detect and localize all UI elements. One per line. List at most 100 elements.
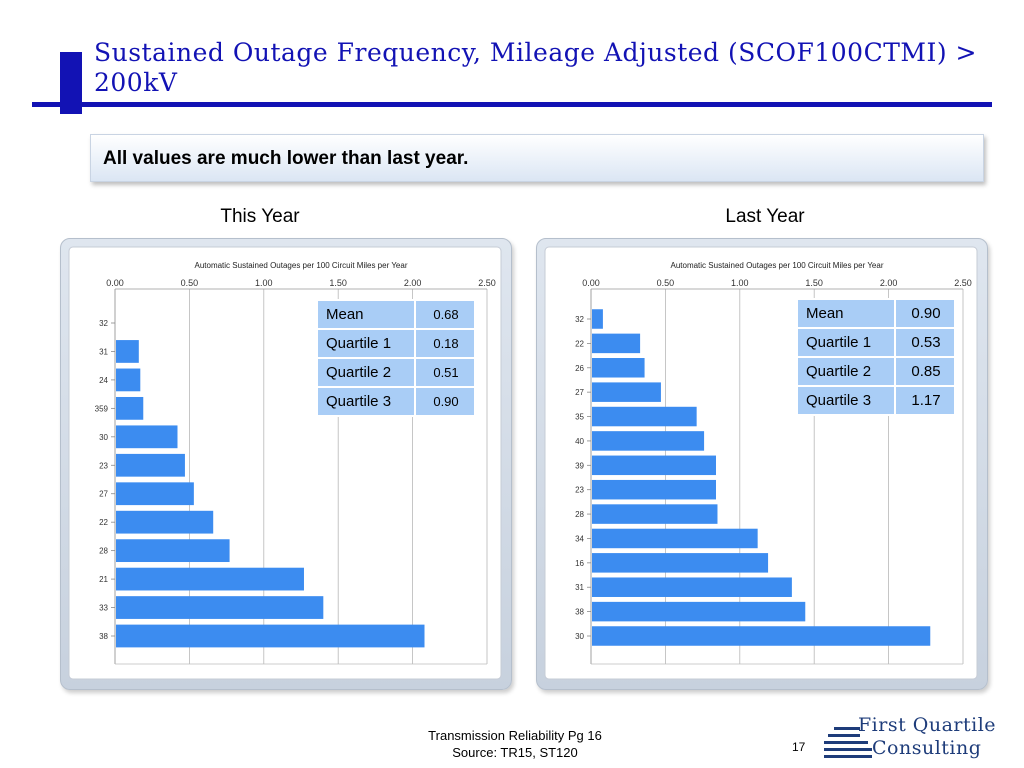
callout-box: All values are much lower than last year…: [90, 134, 984, 182]
slide-title: Sustained Outage Frequency, Mileage Adju…: [94, 38, 977, 97]
stats-label: Mean: [798, 300, 894, 327]
bar: [592, 504, 718, 524]
bar: [116, 482, 194, 506]
chart-title: Automatic Sustained Outages per 100 Circ…: [670, 261, 883, 270]
footer-line-1: Transmission Reliability Pg 16: [428, 728, 602, 743]
y-tick-label: 31: [575, 583, 584, 592]
y-tick-label: 38: [575, 608, 584, 617]
stats-value: 0.90: [896, 300, 954, 327]
bar: [592, 601, 806, 622]
x-tick-label: 2.50: [954, 278, 972, 288]
y-tick-label: 22: [99, 518, 108, 527]
x-tick-label: 0.00: [582, 278, 600, 288]
x-tick-label: 1.50: [805, 278, 823, 288]
callout-text: All values are much lower than last year…: [103, 148, 469, 169]
y-tick-label: 22: [575, 339, 584, 348]
x-tick-label: 0.50: [657, 278, 675, 288]
this-year-heading: This Year: [220, 206, 300, 227]
this-year-stats-table: Mean 0.68 Quartile 1 0.18 Quartile 2 0.51 Q…: [316, 299, 476, 417]
stats-value: 0.53: [896, 329, 954, 356]
bar: [116, 340, 139, 363]
x-tick-label: 1.50: [329, 278, 347, 288]
bar: [116, 425, 178, 449]
bar: [592, 358, 645, 378]
this-year-chart-panel: Automatic Sustained Outages per 100 Circ…: [60, 238, 512, 690]
stats-label: Quartile 2: [798, 358, 894, 385]
stats-value: 0.90: [416, 388, 474, 415]
logo-text-first-quartile: First Quartile: [858, 714, 997, 736]
x-tick-label: 2.00: [880, 278, 898, 288]
y-tick-label: 30: [99, 433, 108, 442]
y-tick-label: 27: [99, 490, 108, 499]
y-tick-label: 31: [99, 347, 108, 356]
bar: [116, 396, 144, 420]
bar: [592, 406, 697, 427]
stats-label: Quartile 1: [318, 330, 414, 357]
stats-row-mean: Mean 0.90: [798, 300, 954, 327]
bar: [116, 453, 185, 477]
y-tick-label: 23: [99, 461, 108, 470]
y-tick-label: 23: [575, 486, 584, 495]
stats-label: Quartile 3: [798, 387, 894, 414]
y-tick-label: 30: [575, 632, 584, 641]
y-tick-label: 28: [99, 547, 108, 556]
bar: [116, 510, 214, 534]
bar: [592, 309, 603, 329]
stats-label: Quartile 1: [798, 329, 894, 356]
bar: [116, 567, 304, 591]
stats-value: 0.51: [416, 359, 474, 386]
footer-line-2: Source: TR15, ST120: [452, 745, 578, 760]
last-year-chart-panel: Automatic Sustained Outages per 100 Circ…: [536, 238, 988, 690]
x-tick-label: 0.50: [181, 278, 199, 288]
last-year-heading: Last Year: [725, 206, 805, 227]
y-tick-label: 359: [95, 404, 109, 413]
stats-row-quartile-1: Quartile 1 0.18: [318, 330, 474, 357]
stats-row-quartile-2: Quartile 2 0.51: [318, 359, 474, 386]
bar: [592, 333, 641, 354]
y-tick-label: 34: [575, 534, 584, 543]
title-underline: [32, 102, 992, 107]
stats-value: 0.85: [896, 358, 954, 385]
stats-value: 1.17: [896, 387, 954, 414]
footer-caption: Transmission Reliability Pg 16 Source: T…: [360, 727, 670, 761]
bar: [592, 577, 792, 597]
bar: [592, 382, 661, 402]
bar: [116, 539, 230, 563]
y-tick-label: 32: [575, 315, 584, 324]
y-tick-label: 40: [575, 437, 584, 446]
logo-stripes-icon: [824, 727, 872, 758]
stats-row-mean: Mean 0.68: [318, 301, 474, 328]
y-tick-label: 28: [575, 510, 584, 519]
y-tick-label: 16: [575, 559, 584, 568]
x-tick-label: 2.50: [478, 278, 496, 288]
y-tick-label: 38: [99, 632, 108, 641]
stats-label: Mean: [318, 301, 414, 328]
bar: [116, 624, 425, 648]
stats-row-quartile-1: Quartile 1 0.53: [798, 329, 954, 356]
page-number: 17: [792, 740, 806, 754]
y-tick-label: 27: [575, 388, 584, 397]
stats-row-quartile-3: Quartile 3 1.17: [798, 387, 954, 414]
x-tick-label: 1.00: [731, 278, 749, 288]
y-tick-label: 33: [99, 604, 108, 613]
x-tick-label: 1.00: [255, 278, 273, 288]
last-year-stats-table: Mean 0.90 Quartile 1 0.53 Quartile 2 0.85 Q…: [796, 298, 956, 416]
bar: [116, 368, 141, 392]
y-tick-label: 35: [575, 413, 584, 422]
y-tick-label: 21: [99, 575, 108, 584]
title-accent-block: [60, 52, 82, 114]
stats-value: 0.18: [416, 330, 474, 357]
y-tick-label: 39: [575, 461, 584, 470]
chart-title: Automatic Sustained Outages per 100 Circ…: [194, 261, 407, 270]
bar: [116, 596, 324, 619]
stats-row-quartile-2: Quartile 2 0.85: [798, 358, 954, 385]
bar: [592, 479, 716, 500]
stats-row-quartile-3: Quartile 3 0.90: [318, 388, 474, 415]
bar: [592, 553, 769, 573]
y-tick-label: 32: [99, 319, 108, 328]
bar: [592, 455, 716, 476]
stats-label: Quartile 3: [318, 388, 414, 415]
x-tick-label: 2.00: [404, 278, 422, 288]
bar: [592, 626, 931, 646]
y-tick-label: 24: [99, 376, 108, 385]
